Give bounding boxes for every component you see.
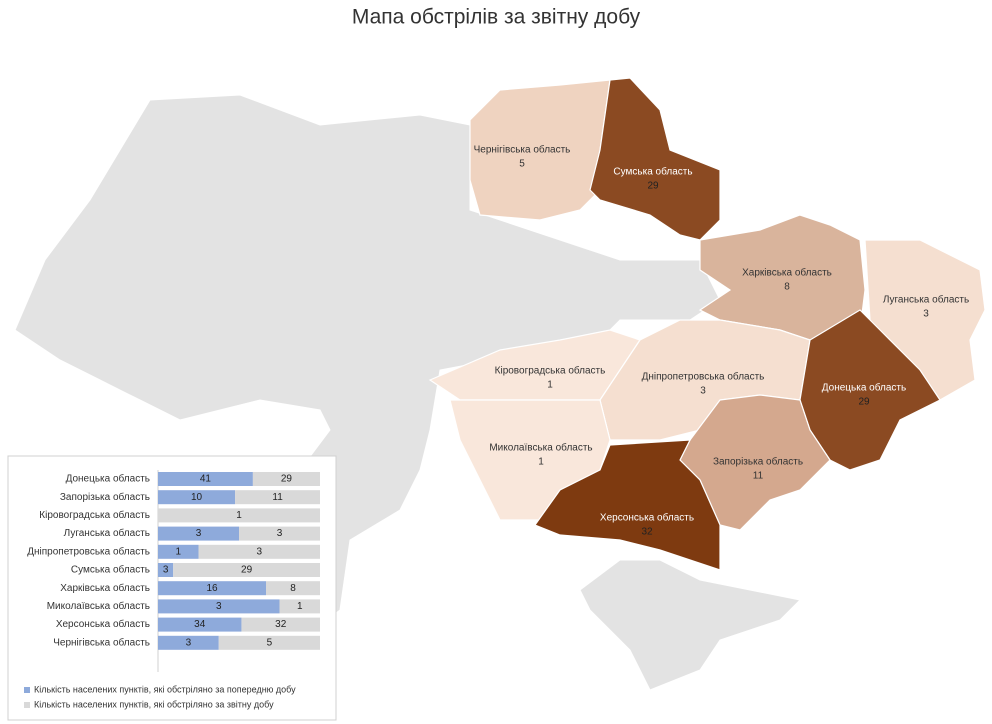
- value-label: 5: [267, 637, 273, 648]
- bar-segment: [266, 581, 320, 596]
- value-label: 3: [186, 637, 192, 648]
- category-label: Запорізька область: [60, 491, 150, 503]
- region-value: 29: [647, 181, 659, 192]
- category-label: Харківська область: [60, 582, 150, 594]
- value-label: 29: [281, 474, 293, 485]
- region-value: 29: [858, 397, 870, 408]
- bar-segment: [158, 508, 320, 523]
- region-value: 3: [923, 309, 929, 320]
- bar-segment: [279, 599, 320, 614]
- value-label: 3: [216, 601, 222, 612]
- region-name: Донецька область: [822, 382, 906, 394]
- region-value: 32: [641, 527, 653, 538]
- bars: Донецька область 41 29 Запорізька область 10…: [24, 472, 320, 709]
- category-label: Миколаївська область: [47, 600, 150, 612]
- value-label: 3: [163, 565, 169, 576]
- region-name: Кіровоградська область: [495, 365, 606, 377]
- base-map: [14, 94, 721, 641]
- bar-segment: [158, 599, 280, 614]
- region-name: Сумська область: [613, 166, 692, 178]
- value-label: 16: [206, 583, 218, 594]
- value-label: 1: [236, 510, 242, 521]
- bar-segment: [239, 526, 320, 541]
- category-label: Чернігівська область: [53, 636, 150, 648]
- regions: Чернігівська область 5 Сумська область 29 Ха…: [428, 77, 986, 571]
- region-name: Запорізька область: [713, 456, 803, 468]
- region-value: 1: [547, 380, 553, 391]
- region-value: 1: [538, 457, 544, 468]
- bar-segment: [158, 617, 242, 632]
- category-label: Сумська область: [71, 564, 150, 576]
- bar-segment: [241, 617, 320, 632]
- bar-segment: [158, 563, 174, 577]
- region-value: 8: [784, 282, 790, 293]
- legend-label: Кількість населених пунктів, які обстріл…: [34, 699, 274, 709]
- legend-swatch: [24, 687, 30, 693]
- bar-segment: [218, 635, 320, 650]
- bar-segment: [158, 490, 236, 505]
- region: [534, 439, 721, 571]
- value-label: 10: [191, 492, 203, 503]
- region-value: 3: [700, 386, 706, 397]
- bar-segment: [235, 490, 320, 505]
- legend-swatch: [24, 702, 30, 708]
- value-label: 41: [200, 474, 212, 485]
- crimea: [579, 559, 802, 691]
- region: [589, 77, 721, 241]
- region-name: Харківська область: [742, 267, 832, 279]
- category-label: Херсонська область: [56, 618, 150, 630]
- category-label: Кіровоградська область: [39, 509, 150, 521]
- region-value: 5: [519, 159, 525, 170]
- category-label: Дніпропетровська область: [27, 545, 150, 557]
- category-label: Луганська область: [64, 527, 150, 539]
- map: Чернігівська область 5 Сумська область 29 Ха…: [14, 77, 986, 691]
- region-name: Миколаївська область: [489, 442, 592, 454]
- value-label: 3: [277, 528, 283, 539]
- category-label: Донецька область: [66, 473, 150, 485]
- value-label: 11: [272, 492, 283, 503]
- region-value: 11: [753, 471, 764, 482]
- bar-segment: [158, 544, 199, 559]
- bar-segment: [198, 544, 320, 559]
- bar-segment: [158, 472, 253, 486]
- region-name: Луганська область: [883, 294, 969, 306]
- value-label: 32: [275, 619, 287, 630]
- bar-segment: [173, 563, 320, 577]
- value-label: 29: [241, 565, 253, 576]
- region-name: Дніпропетровська область: [642, 371, 765, 383]
- bar-segment: [158, 635, 219, 650]
- value-label: 1: [297, 601, 303, 612]
- inset-chart: Донецька область 41 29 Запорізька область 10…: [7, 455, 337, 721]
- legend-label: Кількість населених пунктів, які обстріл…: [34, 684, 296, 694]
- bar-segment: [158, 526, 239, 541]
- bar-segment: [252, 472, 320, 486]
- region-name: Чернігівська область: [474, 144, 571, 156]
- value-label: 3: [256, 546, 262, 557]
- bar-segment: [158, 581, 266, 596]
- value-label: 34: [194, 619, 206, 630]
- value-label: 3: [196, 528, 202, 539]
- title: Мапа обстрілів за звітну добу: [352, 6, 641, 29]
- value-label: 1: [175, 546, 181, 557]
- region-name: Херсонська область: [600, 512, 694, 524]
- value-label: 8: [290, 583, 296, 594]
